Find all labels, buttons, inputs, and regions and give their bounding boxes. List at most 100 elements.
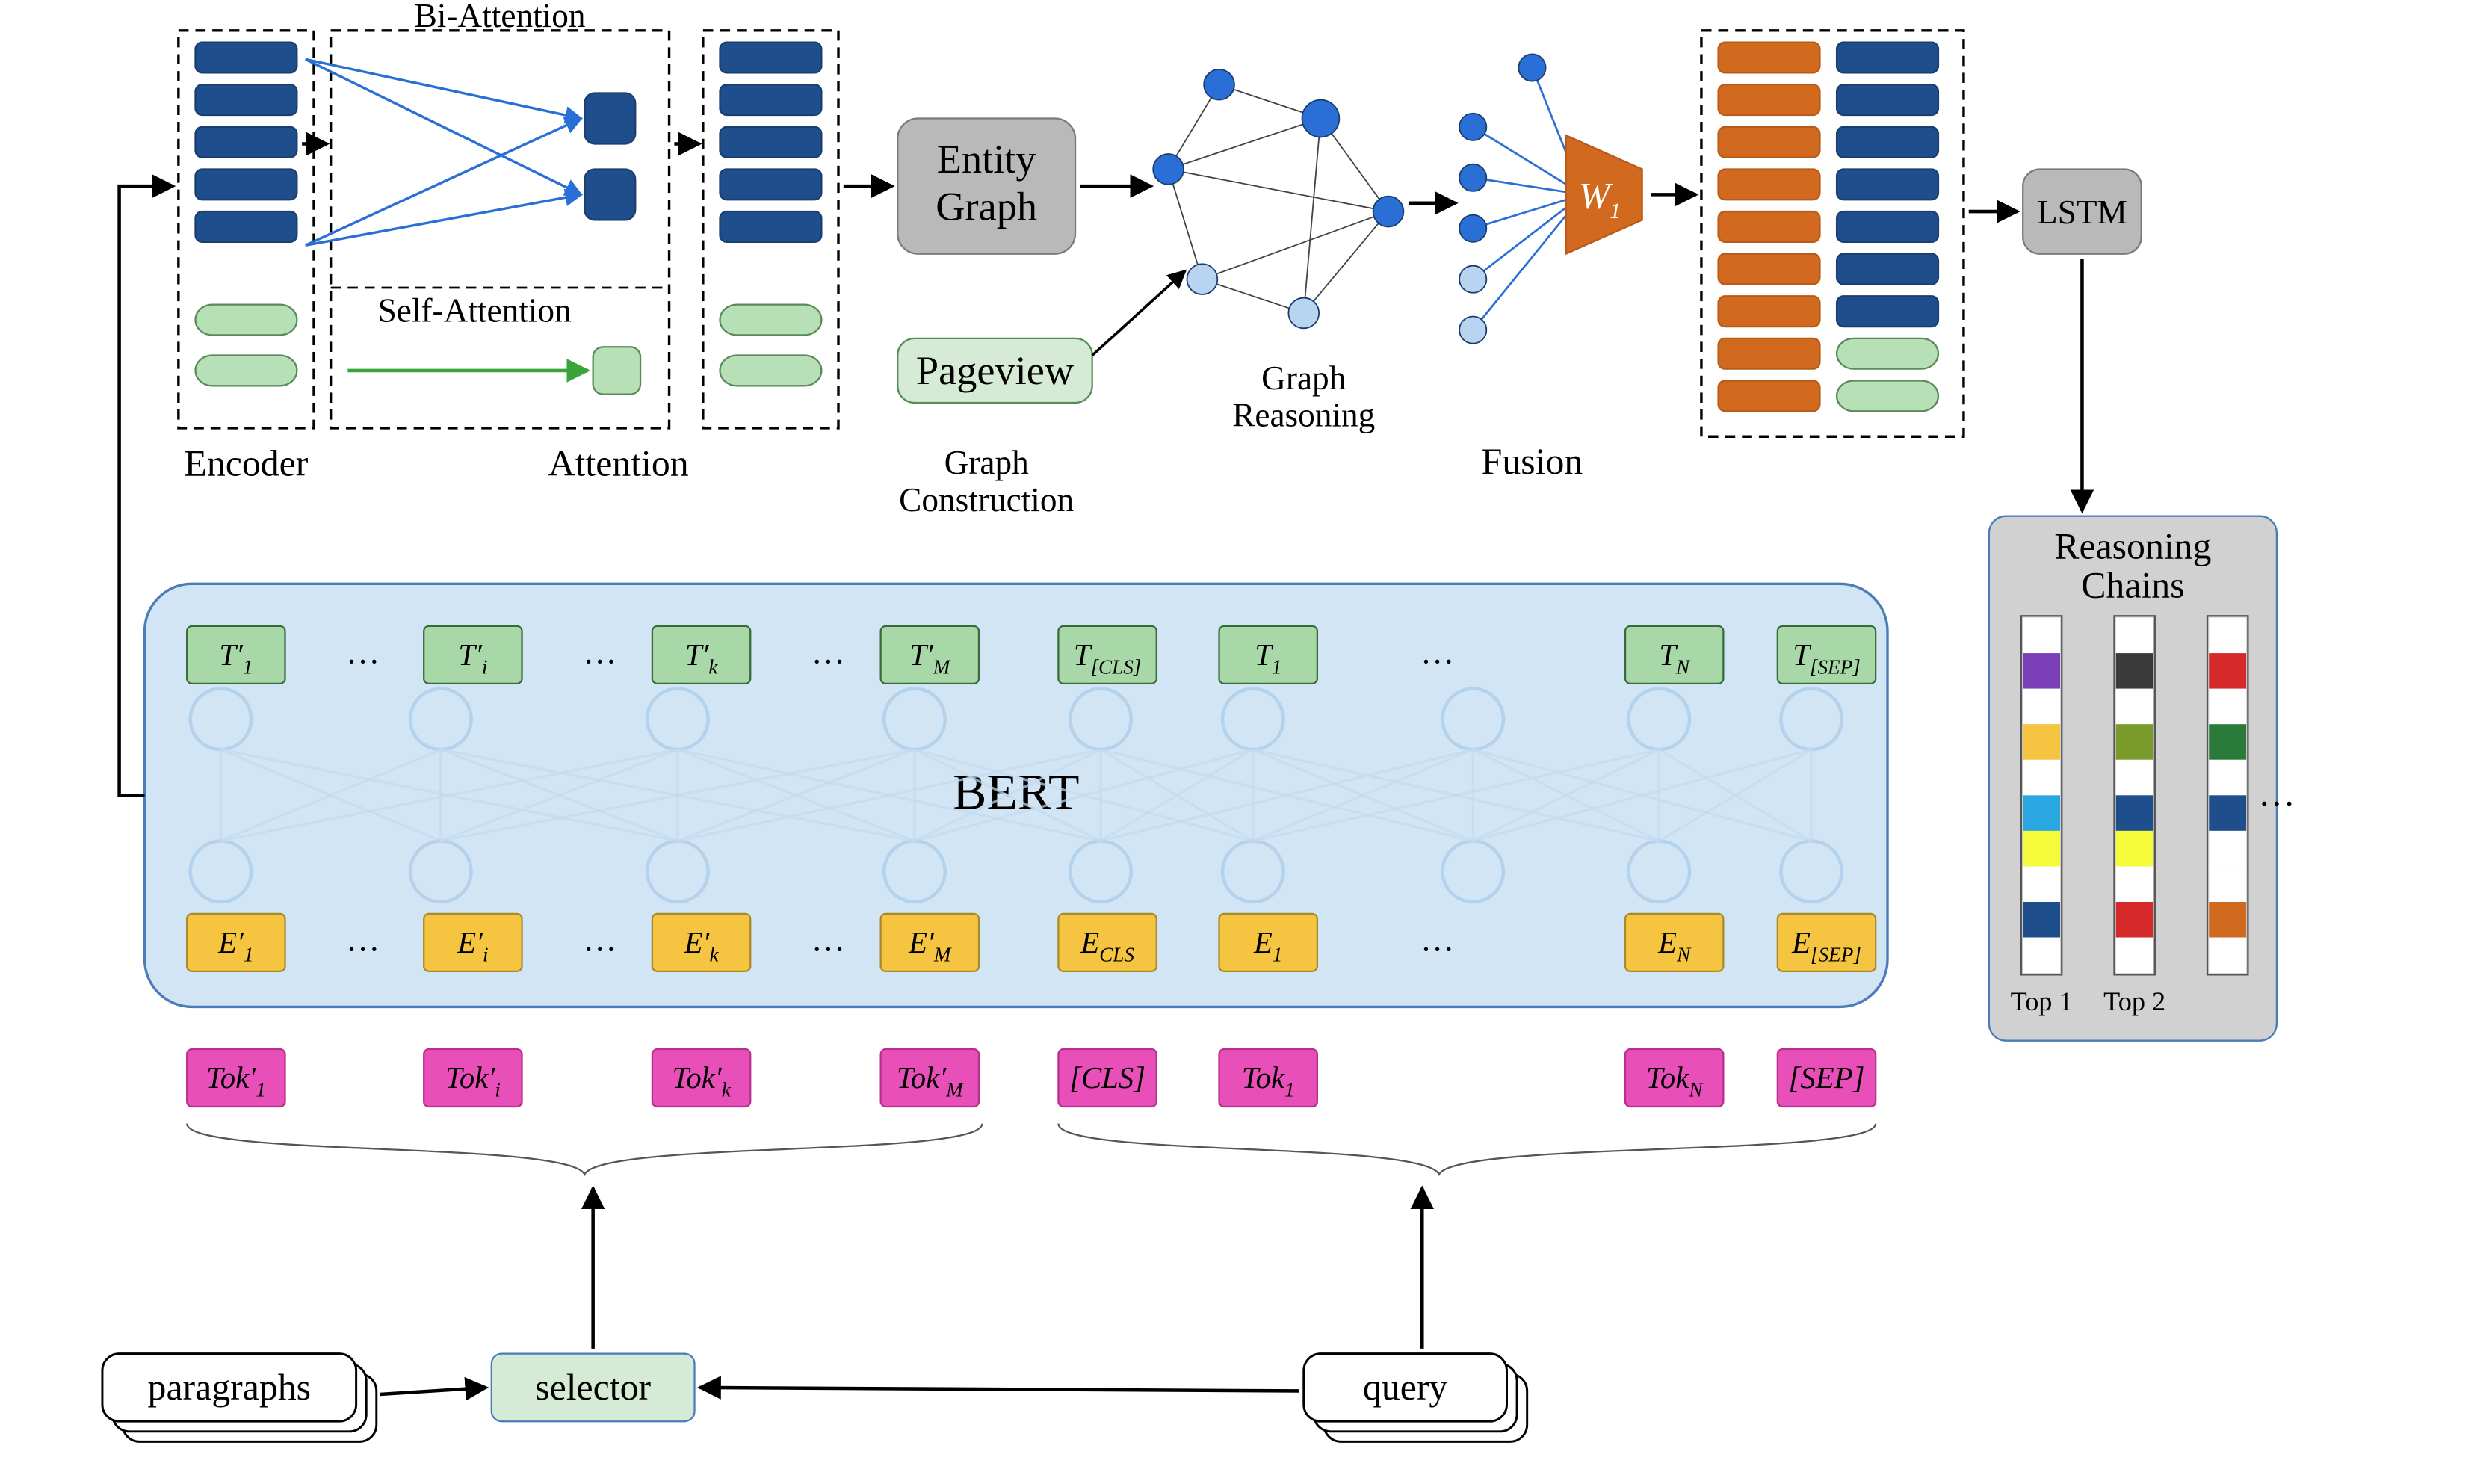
graph-reasoning-label: Graph bbox=[1261, 359, 1346, 397]
label: … bbox=[583, 921, 616, 959]
fusion-orange-block bbox=[1719, 381, 1820, 412]
fan-node bbox=[1459, 316, 1486, 343]
fusion-orange-block bbox=[1719, 84, 1820, 115]
chain-segment bbox=[2209, 653, 2246, 689]
graph-node bbox=[1302, 100, 1339, 137]
fan-node bbox=[1459, 215, 1486, 242]
chain-segment bbox=[2209, 760, 2246, 796]
arrow bbox=[380, 1388, 486, 1394]
fusion-orange-block bbox=[1719, 254, 1820, 285]
fusion-right-block bbox=[1837, 169, 1938, 200]
label: … bbox=[811, 921, 845, 959]
label: Construction bbox=[899, 481, 1074, 519]
fusion-right-green-block bbox=[1837, 338, 1938, 369]
postatt-green-block bbox=[720, 356, 821, 386]
chain-segment bbox=[2209, 795, 2246, 831]
postatt-navy-block bbox=[720, 211, 821, 242]
fan-node bbox=[1518, 54, 1545, 81]
encoder-green-block bbox=[195, 356, 297, 386]
chain-segment bbox=[2209, 866, 2246, 902]
encoder-navy-block bbox=[195, 211, 297, 242]
label: … bbox=[346, 634, 380, 671]
query-box-label: query bbox=[1363, 1367, 1447, 1408]
fusion-right-green-block bbox=[1837, 381, 1938, 412]
fusion-right-block bbox=[1837, 254, 1938, 285]
chain-segment bbox=[2209, 689, 2246, 725]
graph-node bbox=[1153, 154, 1184, 185]
fusion-right-block bbox=[1837, 43, 1938, 73]
fusion-label: Fusion bbox=[1482, 441, 1583, 482]
fusion-orange-block bbox=[1719, 338, 1820, 369]
diagram-canvas: Bi-AttentionSelf-AttentionEncoderAttenti… bbox=[0, 0, 2489, 1484]
chain-segment bbox=[2116, 760, 2153, 796]
postatt-green-block bbox=[720, 305, 821, 336]
chain-segment bbox=[2023, 689, 2060, 725]
chain-segment bbox=[2209, 618, 2246, 654]
encoder-navy-block bbox=[195, 169, 297, 200]
encoder-green-block bbox=[195, 305, 297, 336]
entity-graph-label: Entity bbox=[937, 137, 1036, 182]
encoder-label: Encoder bbox=[184, 442, 308, 483]
chain-segment bbox=[2023, 938, 2060, 974]
fusion-orange-block bbox=[1719, 211, 1820, 242]
graph-node bbox=[1204, 69, 1234, 100]
top2-label: Top 2 bbox=[2103, 986, 2165, 1016]
arrow bbox=[1092, 270, 1186, 355]
selector-label: selector bbox=[535, 1367, 651, 1408]
postatt-navy-block bbox=[720, 127, 821, 158]
self-attn-node bbox=[593, 347, 640, 394]
postatt-navy-block bbox=[720, 43, 821, 73]
chain-segment bbox=[2116, 689, 2153, 725]
postatt-navy-block bbox=[720, 169, 821, 200]
graph-construction-label: Graph bbox=[944, 444, 1030, 481]
chain-segment bbox=[2116, 795, 2153, 831]
chain-segment bbox=[2023, 724, 2060, 760]
fusion-orange-block bbox=[1719, 296, 1820, 327]
graph-node bbox=[1288, 298, 1319, 329]
chain-segment bbox=[2116, 724, 2153, 760]
top1-label: Top 1 bbox=[2011, 986, 2073, 1016]
fusion-right-block bbox=[1837, 84, 1938, 115]
chain-segment bbox=[2116, 866, 2153, 902]
chain-segment bbox=[2209, 724, 2246, 760]
fan-node bbox=[1459, 266, 1486, 293]
graph-node bbox=[1187, 264, 1218, 294]
chain-segment bbox=[2116, 618, 2153, 654]
bi-attn-node bbox=[584, 93, 635, 144]
reasoning-chains-label: Reasoning bbox=[2054, 525, 2211, 566]
label: Chains bbox=[2081, 564, 2184, 605]
label: … bbox=[811, 634, 845, 671]
label: Graph bbox=[936, 184, 1037, 229]
fusion-orange-block bbox=[1719, 43, 1820, 73]
chain-segment bbox=[2023, 795, 2060, 831]
label: … bbox=[346, 921, 380, 959]
chain-segment bbox=[2116, 831, 2153, 867]
chain-segment bbox=[2209, 831, 2246, 867]
self-attention-label: Self-Attention bbox=[378, 291, 572, 329]
pageview-label: Pageview bbox=[916, 348, 1074, 393]
postatt-navy-block bbox=[720, 84, 821, 115]
chain-segment bbox=[2023, 902, 2060, 938]
chain-segment bbox=[2116, 938, 2153, 974]
chains-ellipsis: … bbox=[2258, 773, 2295, 814]
fusion-right-block bbox=[1837, 211, 1938, 242]
chain-segment bbox=[2209, 938, 2246, 974]
fan-node bbox=[1459, 114, 1486, 140]
bert-bot-token-text: [CLS] bbox=[1069, 1061, 1145, 1095]
fusion-right-block bbox=[1837, 296, 1938, 327]
chain-segment bbox=[2023, 760, 2060, 796]
chain-segment bbox=[2023, 618, 2060, 654]
arrow bbox=[699, 1388, 1299, 1391]
encoder-navy-block bbox=[195, 43, 297, 73]
chain-segment bbox=[2116, 902, 2153, 938]
label: Reasoning bbox=[1232, 397, 1375, 434]
chain-segment bbox=[2023, 831, 2060, 867]
fusion-orange-block bbox=[1719, 169, 1820, 200]
chain-segment bbox=[2116, 653, 2153, 689]
label: … bbox=[1420, 921, 1454, 959]
fan-node bbox=[1459, 164, 1486, 191]
fusion-orange-block bbox=[1719, 127, 1820, 158]
chain-segment bbox=[2209, 902, 2246, 938]
bi-attn-node bbox=[584, 169, 635, 220]
graph-node bbox=[1373, 197, 1404, 227]
